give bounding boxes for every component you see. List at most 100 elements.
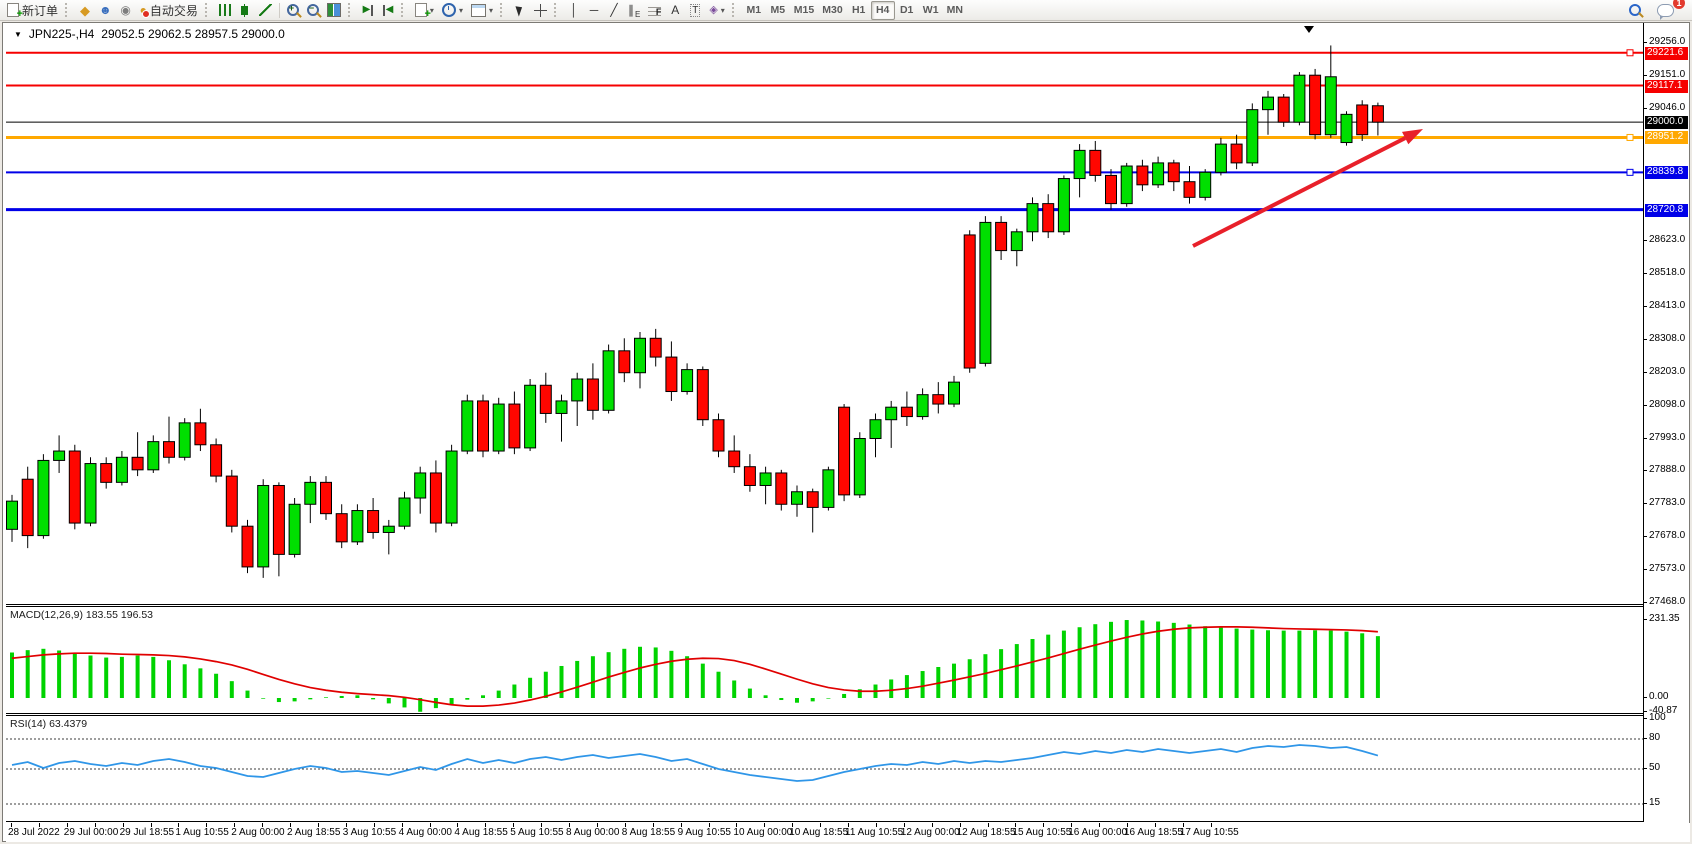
auto-trading-stopped-dot (141, 10, 150, 18)
title-dropdown-icon[interactable]: ▼ (14, 29, 22, 39)
time-tick-label: 5 Aug 10:55 (510, 827, 564, 838)
time-tick (903, 823, 905, 827)
bearish-candle (1277, 96, 1290, 123)
timeframe-h4-button[interactable]: H4 (870, 0, 895, 20)
time-tick (206, 823, 208, 827)
macd-indicator-panel[interactable]: MACD(12,26,9) 183.55 196.53 (6, 606, 1643, 714)
candlestick-chart-canvas[interactable] (6, 23, 1643, 603)
macd-chart-canvas[interactable] (6, 607, 1643, 713)
price-axis[interactable]: 29256.0 29151.0 29046.0 28623.0 28518.0 28413… (1643, 23, 1689, 822)
timeframe-w1-button[interactable]: W1 (919, 1, 943, 20)
macd-histogram-bar (1140, 620, 1145, 698)
vertical-line-tool-button[interactable]: │ (564, 1, 584, 20)
line-handle (1626, 49, 1634, 57)
macd-histogram-bar (622, 648, 627, 698)
bearish-candle (1042, 203, 1055, 233)
macd-histogram-bar (324, 697, 328, 698)
bullish-candle (822, 469, 835, 508)
main-price-chart[interactable]: ▼ JPN225-,H4 29052.5 29062.5 28957.5 290… (6, 23, 1643, 605)
text-label-tool-button[interactable]: T (685, 1, 705, 20)
line-chart-mode-button[interactable] (255, 1, 276, 20)
clock-icon (441, 3, 456, 17)
timeframe-m5-button[interactable]: M5 (766, 1, 790, 20)
time-axis[interactable]: 28 Jul 2022 29 Jul 00:00 29 Jul 18:55 1 Aug… (6, 823, 1690, 842)
toolbar-grip (400, 3, 408, 17)
metaeditor-button[interactable]: ◆ (75, 1, 95, 20)
time-tick (11, 823, 12, 827)
bearish-candle (932, 394, 945, 405)
timeframe-m30-button[interactable]: M30 (818, 1, 846, 20)
macd-histogram-bar (25, 650, 30, 698)
bearish-candle (508, 403, 521, 449)
bullish-candle (602, 350, 615, 411)
macd-histogram-bar (1281, 630, 1286, 698)
macd-histogram-bar (1266, 630, 1270, 698)
crosshair-tool-button[interactable] (530, 1, 551, 20)
cursor-tool-button[interactable] (510, 1, 530, 20)
chart-symbol: JPN225-,H4 (28, 27, 95, 41)
time-tick (1015, 823, 1017, 827)
bullish-candle (84, 463, 97, 524)
vertical-line-icon: │ (570, 3, 578, 17)
macd-histogram-bar (1297, 630, 1302, 698)
macd-histogram-bar (1313, 630, 1318, 698)
notifications-button[interactable]: 1 (1653, 0, 1685, 20)
macd-histogram-bar (575, 660, 580, 698)
bullish-candle (1073, 149, 1086, 180)
auto-trading-button[interactable]: ● 自动交易 (136, 1, 202, 20)
timeframe-m1-button[interactable]: M1 (742, 1, 766, 20)
horizontal-line-tool-button[interactable]: ─ (584, 1, 604, 20)
text-label-icon: T (690, 3, 701, 17)
zoom-in-button[interactable]: + (283, 1, 303, 20)
bullish-candle (681, 369, 694, 393)
chart-shift-marker (1304, 26, 1314, 33)
bar-chart-mode-button[interactable] (215, 1, 235, 20)
line-handle (1626, 168, 1634, 176)
bearish-candle (210, 444, 223, 477)
bearish-candle (665, 356, 678, 393)
text-tool-button[interactable]: A (665, 1, 685, 20)
chart-shift-button[interactable]: ◀ (378, 1, 398, 20)
tile-windows-button[interactable] (323, 1, 345, 20)
trendline-tool-button[interactable]: ╱ (604, 1, 624, 20)
time-tick (485, 823, 487, 827)
bullish-candle (115, 456, 128, 483)
timeframe-mn-button[interactable]: MN (943, 1, 967, 20)
bullish-candle (979, 221, 992, 364)
time-tick-label: 16 Aug 00:00 (1068, 827, 1128, 838)
rsi-indicator-panel[interactable]: RSI(14) 63.4379 (6, 715, 1643, 822)
macd-axis-label: 0.00 (1649, 691, 1669, 702)
indicators-button[interactable]: + ▾ (411, 1, 438, 20)
timeframe-d1-button[interactable]: D1 (895, 1, 919, 20)
time-tick-label: 8 Aug 18:55 (621, 827, 676, 838)
new-order-button[interactable]: + 新订单 (3, 1, 62, 20)
time-tick-label: 16 Aug 18:55 (1124, 827, 1183, 838)
terminal-button[interactable]: ☻ (95, 1, 116, 20)
bearish-candle (1105, 174, 1117, 205)
timeframe-h1-button[interactable]: H1 (847, 1, 871, 20)
shapes-tool-button[interactable]: ◈ ▾ (705, 1, 728, 20)
timeframe-m15-button[interactable]: M15 (790, 1, 818, 20)
macd-histogram-bar (716, 671, 721, 698)
bearish-candle (618, 350, 631, 374)
bullish-candle (634, 337, 646, 374)
broadcast-button[interactable]: ◉ (116, 1, 136, 20)
templates-button[interactable]: ▾ (467, 1, 497, 20)
template-icon (470, 3, 486, 17)
zoom-out-button[interactable]: − (303, 1, 323, 20)
rsi-chart-canvas[interactable] (6, 716, 1643, 821)
periods-button[interactable]: ▾ (438, 1, 467, 20)
axis-tick (1644, 437, 1647, 439)
bullish-candle (916, 394, 929, 418)
macd-histogram-bar (386, 698, 391, 704)
search-button[interactable] (1625, 1, 1645, 20)
bullish-candle (524, 384, 537, 449)
fibonacci-tool-button[interactable]: F (644, 1, 665, 20)
candlestick-mode-button[interactable] (235, 1, 255, 20)
channel-tool-button[interactable]: ∥ E (624, 1, 644, 20)
macd-histogram-bar (1187, 624, 1192, 698)
bullish-candle (571, 378, 584, 402)
time-tick (820, 823, 822, 827)
auto-scroll-button[interactable]: ▶ (358, 1, 378, 20)
price-tick-label: 27888.0 (1649, 464, 1686, 476)
